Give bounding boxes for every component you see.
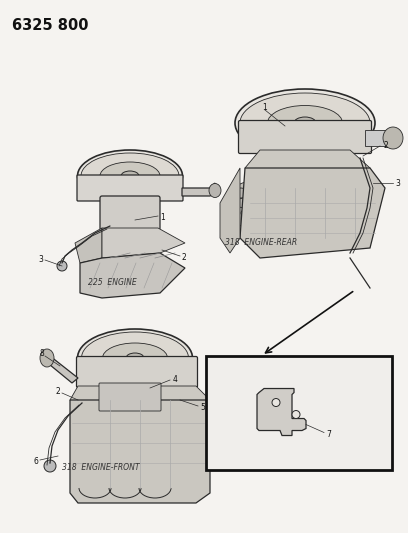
Text: 7: 7 <box>326 430 331 439</box>
Text: 6325 800: 6325 800 <box>12 18 89 33</box>
Circle shape <box>292 410 300 418</box>
Text: 2: 2 <box>55 386 60 395</box>
Polygon shape <box>220 168 240 253</box>
FancyBboxPatch shape <box>77 175 183 201</box>
Ellipse shape <box>82 332 188 384</box>
Ellipse shape <box>102 343 168 373</box>
Text: 8: 8 <box>40 350 45 359</box>
Circle shape <box>57 261 67 271</box>
Text: 1: 1 <box>160 213 165 222</box>
Polygon shape <box>80 253 185 298</box>
Polygon shape <box>240 168 385 258</box>
Text: 225  ENGINE: 225 ENGINE <box>88 278 137 287</box>
Ellipse shape <box>121 171 139 181</box>
Text: 3: 3 <box>38 255 43 264</box>
Ellipse shape <box>268 106 342 141</box>
Polygon shape <box>70 386 210 410</box>
Polygon shape <box>257 389 306 435</box>
FancyBboxPatch shape <box>239 120 372 154</box>
FancyBboxPatch shape <box>99 383 161 411</box>
Ellipse shape <box>235 89 375 157</box>
Ellipse shape <box>240 93 370 153</box>
Polygon shape <box>75 228 102 263</box>
Ellipse shape <box>231 188 249 198</box>
Ellipse shape <box>209 183 221 198</box>
Bar <box>365 130 393 146</box>
Bar <box>206 356 392 470</box>
Ellipse shape <box>383 127 403 149</box>
FancyBboxPatch shape <box>100 196 160 230</box>
Polygon shape <box>102 228 185 258</box>
Ellipse shape <box>78 329 193 387</box>
Text: 4: 4 <box>173 376 178 384</box>
Polygon shape <box>245 150 370 178</box>
Text: 2: 2 <box>383 141 388 150</box>
Ellipse shape <box>81 153 179 199</box>
Ellipse shape <box>236 198 254 208</box>
Text: 318  ENGINE-REAR: 318 ENGINE-REAR <box>225 238 297 247</box>
Ellipse shape <box>126 353 144 363</box>
Text: 1: 1 <box>262 102 267 111</box>
Text: 2: 2 <box>182 254 187 262</box>
Circle shape <box>272 399 280 407</box>
Text: 3: 3 <box>395 179 400 188</box>
Text: 6: 6 <box>34 456 39 465</box>
Ellipse shape <box>100 162 160 190</box>
Polygon shape <box>230 178 260 228</box>
Polygon shape <box>70 400 210 503</box>
FancyBboxPatch shape <box>77 357 197 387</box>
Ellipse shape <box>294 117 316 129</box>
Polygon shape <box>182 183 215 196</box>
Text: 5: 5 <box>200 403 205 413</box>
Ellipse shape <box>40 349 54 367</box>
Text: 318  ENGINE-FRONT: 318 ENGINE-FRONT <box>62 463 140 472</box>
Ellipse shape <box>241 208 259 218</box>
Ellipse shape <box>78 150 182 202</box>
Circle shape <box>44 460 56 472</box>
Polygon shape <box>44 356 78 383</box>
